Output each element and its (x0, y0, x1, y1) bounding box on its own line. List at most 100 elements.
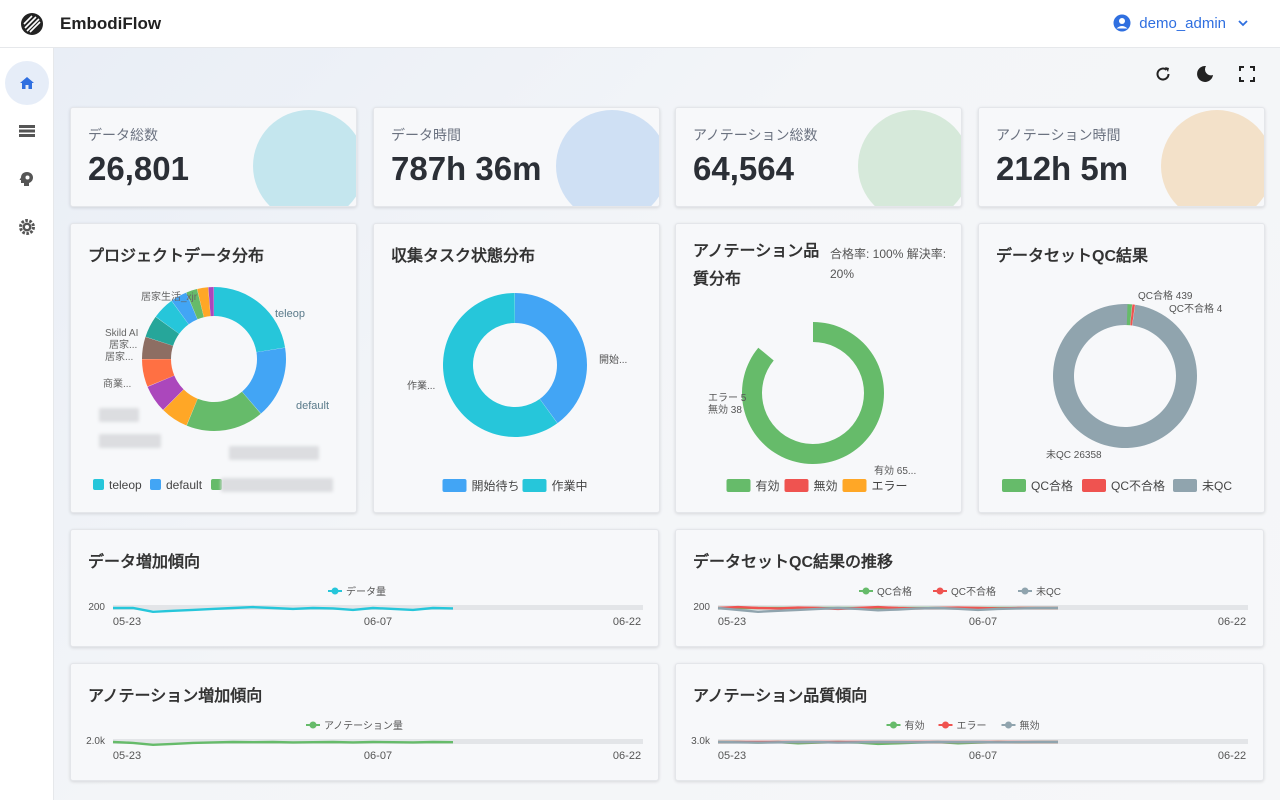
pie-slice[interactable] (197, 287, 211, 318)
legend-marker[interactable] (890, 721, 897, 729)
legend-label: 開始待ち (472, 479, 520, 493)
x-tick-label: 05-23 (113, 750, 141, 762)
fullscreen-button[interactable] (1235, 62, 1259, 86)
annotation-trend-card: アノテーション増加傾向 2.0k 05-23 06-07 06-22 アノテーション量 (70, 663, 659, 781)
series-line[interactable] (113, 605, 454, 614)
legend-label: 有効 (905, 719, 925, 732)
legend-label: default (166, 478, 203, 492)
user-avatar-icon (1113, 14, 1131, 32)
pie-slice[interactable] (1053, 304, 1197, 448)
legend-swatch[interactable] (211, 479, 222, 490)
stat-label: データ時間 (391, 127, 461, 143)
user-menu[interactable]: demo_admin (1113, 14, 1252, 32)
annotation-quality-card: アノテーション品質分布 合格率: 100% 解決率: 20% 有効 65... エ… (675, 223, 962, 513)
legend-label: QC合格 (1031, 478, 1073, 493)
logo-icon[interactable] (20, 12, 44, 36)
pie-slice[interactable] (171, 292, 198, 325)
stat-label: アノテーション総数 (693, 127, 818, 143)
pie-slice[interactable] (186, 289, 204, 320)
pie-slice[interactable] (214, 287, 286, 353)
legend-label: QC合格 (877, 585, 912, 598)
dataset-qc-card: データセットQC結果 QC合格 439 QC不合格 4 未QC 26358 QC合格 Q… (978, 223, 1265, 513)
legend-marker[interactable] (1005, 721, 1012, 729)
chart-label: 無効 38 (708, 403, 742, 416)
pie-slice[interactable] (145, 316, 180, 346)
legend-swatch[interactable] (842, 479, 867, 492)
legend-marker[interactable] (862, 587, 870, 595)
legend-swatch[interactable] (93, 479, 104, 490)
series-line[interactable] (717, 740, 1058, 744)
y-tick-label: 3.0k (691, 736, 711, 747)
legend-swatch[interactable] (442, 479, 467, 492)
chart-label: 有効 65... (874, 464, 916, 477)
chart-label: teleop (275, 308, 305, 320)
legend-swatch[interactable] (150, 479, 161, 490)
pie-slice[interactable] (242, 347, 286, 414)
list-icon (19, 125, 35, 137)
pie-slice[interactable] (142, 359, 175, 387)
pie-slice[interactable] (186, 391, 261, 431)
sidebar-item-data[interactable] (5, 109, 49, 153)
legend-marker[interactable] (309, 721, 317, 729)
legend-swatch[interactable] (726, 479, 751, 492)
legend-marker[interactable] (331, 587, 339, 595)
stat-decoration (858, 110, 961, 206)
stat-value: 212h 5m (996, 150, 1129, 187)
legend-label: 未QC (1036, 586, 1061, 598)
x-tick-label: 06-22 (1218, 750, 1246, 762)
qc-trend-card: データセットQC結果の推移 200 05-23 06-07 06-22 QC合格 QC不合… (675, 529, 1264, 647)
sidebar-item-ai[interactable] (5, 157, 49, 201)
home-icon (20, 77, 34, 89)
chart-label: QC不合格 4 (1169, 302, 1223, 315)
legend-marker[interactable] (1021, 587, 1029, 595)
data-trend-line-chart: 200 05-23 06-07 06-22 データ量 (88, 585, 643, 628)
stat-value: 64,564 (693, 150, 794, 187)
chart-label: 居家... (105, 350, 133, 363)
pie-slice[interactable] (155, 300, 189, 334)
series-line[interactable] (717, 606, 1058, 614)
legend-label: エラー (957, 720, 987, 732)
stat-label: アノテーション時間 (996, 127, 1121, 143)
legend-marker[interactable] (936, 587, 944, 595)
app-title: EmbodiFlow (60, 14, 162, 33)
x-tick-label: 06-22 (1218, 616, 1246, 628)
legend-swatch[interactable] (1082, 479, 1106, 492)
pie-slice[interactable] (147, 375, 184, 410)
legend-label: データ量 (346, 585, 386, 598)
quality-pie-chart: 有効 65... エラー 5無効 38 有効 無効 エラー (708, 322, 916, 493)
card-title: アノテーション増加傾向 (88, 688, 263, 705)
legend-marker[interactable] (942, 721, 949, 729)
sidebar-item-settings[interactable] (5, 205, 49, 249)
series-line[interactable] (112, 740, 454, 747)
pie-slice[interactable] (742, 322, 884, 464)
username: demo_admin (1139, 14, 1226, 32)
dark-mode-button[interactable] (1193, 62, 1217, 86)
quality-trend-card: アノテーション品質傾向 3.0k 05-23 06-07 06-22 有効 エラー 無効 (675, 663, 1264, 781)
pie-slice[interactable] (208, 287, 214, 317)
pie-slice[interactable] (515, 293, 587, 424)
legend-label: エラー (872, 479, 908, 493)
legend-swatch[interactable] (1173, 479, 1197, 492)
redacted-label (99, 434, 161, 448)
annotation-trend-line-chart: 2.0k 05-23 06-07 06-22 アノテーション量 (86, 720, 643, 762)
legend-label: 作業中 (552, 478, 588, 493)
chart-label: 開始... (599, 353, 627, 366)
legend-swatch[interactable] (1002, 479, 1026, 492)
sidebar-item-home[interactable] (5, 61, 49, 105)
stat-value: 26,801 (88, 150, 189, 187)
legend-swatch[interactable] (784, 479, 809, 492)
x-tick-label: 06-07 (969, 750, 997, 762)
stat-decoration (556, 110, 659, 206)
legend-swatch[interactable] (522, 479, 547, 492)
pie-slice[interactable] (142, 337, 174, 359)
stat-decoration (1161, 110, 1264, 206)
pie-slice[interactable] (443, 293, 558, 437)
chart-label: 居家... (109, 338, 137, 351)
sidebar (0, 48, 54, 800)
refresh-button[interactable] (1151, 62, 1175, 86)
pie-slice[interactable] (1130, 304, 1135, 326)
legend-label: 無効 (814, 478, 838, 493)
pie-slice[interactable] (163, 389, 198, 426)
